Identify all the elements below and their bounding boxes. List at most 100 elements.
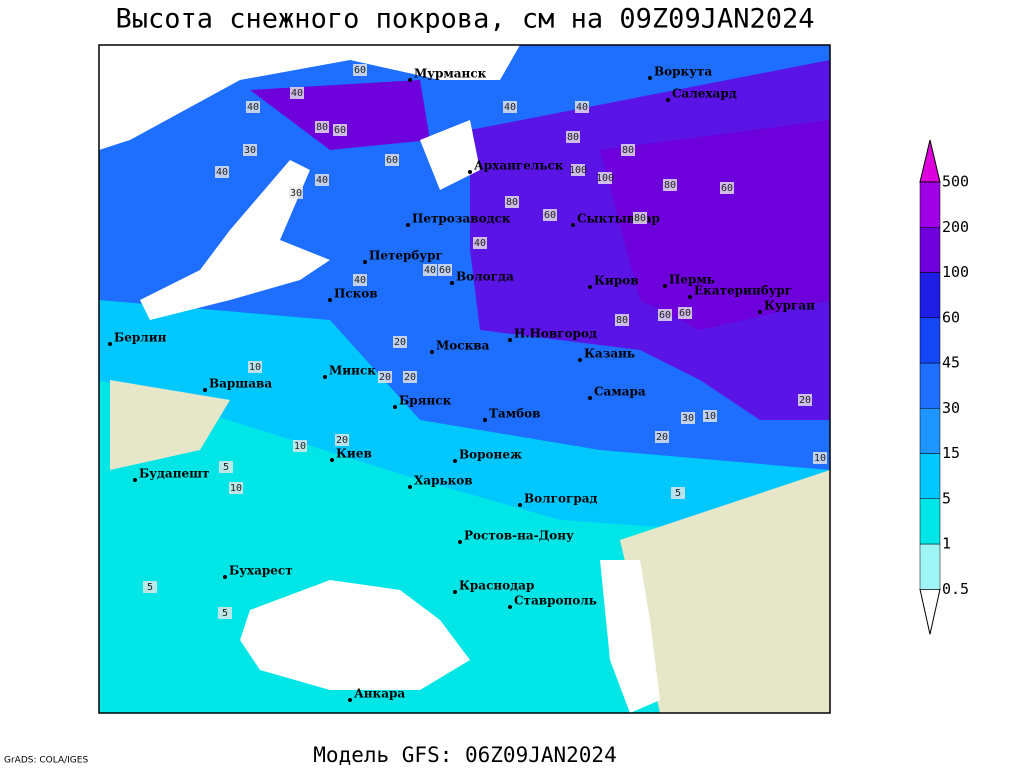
contour-label-bg [681, 412, 695, 424]
city-label: Петрозаводск [412, 212, 511, 226]
contour-label-bg [658, 309, 672, 321]
contour-label-bg [598, 172, 612, 184]
city-label: Волгоград [524, 492, 597, 506]
contour-label: 10 [814, 453, 826, 464]
city-dot [363, 260, 367, 264]
contour-label-bg [703, 410, 717, 422]
colorbar-label: 45 [942, 354, 960, 372]
city-label: Екатеринбург [694, 284, 792, 298]
contour-label-bg [293, 440, 307, 452]
city-dot [323, 375, 327, 379]
city-dot [758, 310, 762, 314]
contour-label: 10 [230, 483, 242, 494]
city-dot [508, 605, 512, 609]
city-label: Краснодар [459, 579, 534, 593]
city-dot [133, 478, 137, 482]
contour-label-bg [353, 274, 367, 286]
colorbar-label: 30 [942, 399, 960, 417]
city-label: Мурманск [414, 67, 487, 81]
contour-label: 40 [291, 88, 303, 99]
contour-label: 5 [147, 582, 153, 593]
contour-label: 10 [249, 362, 261, 373]
city-dot [688, 295, 692, 299]
contour-label: 10 [294, 441, 306, 452]
contour-label-bg [290, 87, 304, 99]
contour-label: 60 [334, 125, 346, 136]
city-label: Минск [329, 364, 376, 378]
contour-label-bg [473, 237, 487, 249]
contour-label: 100 [569, 165, 587, 176]
contour-label-bg [813, 452, 827, 464]
contour-label-bg [229, 482, 243, 494]
contour-label: 40 [474, 238, 486, 249]
city-label: Ставрополь [514, 594, 597, 608]
contour-label: 60 [659, 310, 671, 321]
contour-label-bg [315, 121, 329, 133]
city-dot [393, 405, 397, 409]
city-dot [648, 76, 652, 80]
contour-label-bg [671, 487, 685, 499]
city-dot [588, 396, 592, 400]
contour-label-bg [353, 64, 367, 76]
contour-label: 60 [354, 65, 366, 76]
colorbar-box [919, 408, 941, 454]
contour-label: 80 [622, 145, 634, 156]
contour-label-bg [385, 154, 399, 166]
contour-label: 60 [386, 155, 398, 166]
city-label: Салехард [672, 87, 737, 101]
colorbar-label: 1 [942, 535, 951, 553]
city-label: Псков [334, 287, 378, 301]
contour-label: 20 [336, 435, 348, 446]
contour-label: 40 [424, 265, 436, 276]
city-label: Петербург [369, 249, 443, 263]
contour-label-bg [218, 607, 232, 619]
contour-label-bg [143, 581, 157, 593]
contour-label: 5 [222, 608, 228, 619]
contour-label-bg [335, 434, 349, 446]
city-label: Сыктывкар [577, 212, 660, 226]
colorbar-over [919, 139, 941, 183]
arctic-sea [99, 45, 520, 150]
city-dot [453, 459, 457, 463]
city-label: Харьков [414, 474, 473, 488]
contour-label-bg [438, 264, 452, 276]
contour-label: 20 [379, 372, 391, 383]
contour-label-bg [248, 361, 262, 373]
contour-label: 40 [247, 102, 259, 113]
city-dot [328, 298, 332, 302]
city-label: Тамбов [489, 407, 540, 421]
black-sea [240, 580, 470, 690]
contour-label: 40 [576, 102, 588, 113]
city-label: Казань [584, 347, 635, 361]
city-label: Киров [594, 274, 639, 288]
contour-label: 40 [504, 102, 516, 113]
contour-label: 30 [290, 188, 302, 199]
city-dot [578, 358, 582, 362]
city-dot [223, 575, 227, 579]
bare-land [110, 380, 230, 470]
colorbar-label: 0.5 [942, 580, 969, 598]
city-dot [408, 485, 412, 489]
colorbar-box [919, 227, 941, 273]
city-label: Самара [594, 385, 646, 399]
contour-label-bg [720, 182, 734, 194]
colorbar-box [919, 453, 941, 499]
contour-label-bg [566, 131, 580, 143]
city-label: Бухарест [229, 564, 293, 578]
contour-label: 20 [799, 395, 811, 406]
city-dot [458, 540, 462, 544]
colorbar-box [919, 362, 941, 409]
colorbar-under [919, 588, 941, 635]
colorbar-label: 60 [942, 308, 960, 326]
contour-label: 80 [316, 122, 328, 133]
white-sea [420, 120, 480, 190]
contour-label-bg [678, 307, 692, 319]
contour-label: 20 [404, 372, 416, 383]
map [98, 44, 831, 714]
city-dot [666, 98, 670, 102]
contour-label: 40 [354, 275, 366, 286]
city-label: Пермь [669, 273, 715, 287]
contour-label-bg [378, 371, 392, 383]
